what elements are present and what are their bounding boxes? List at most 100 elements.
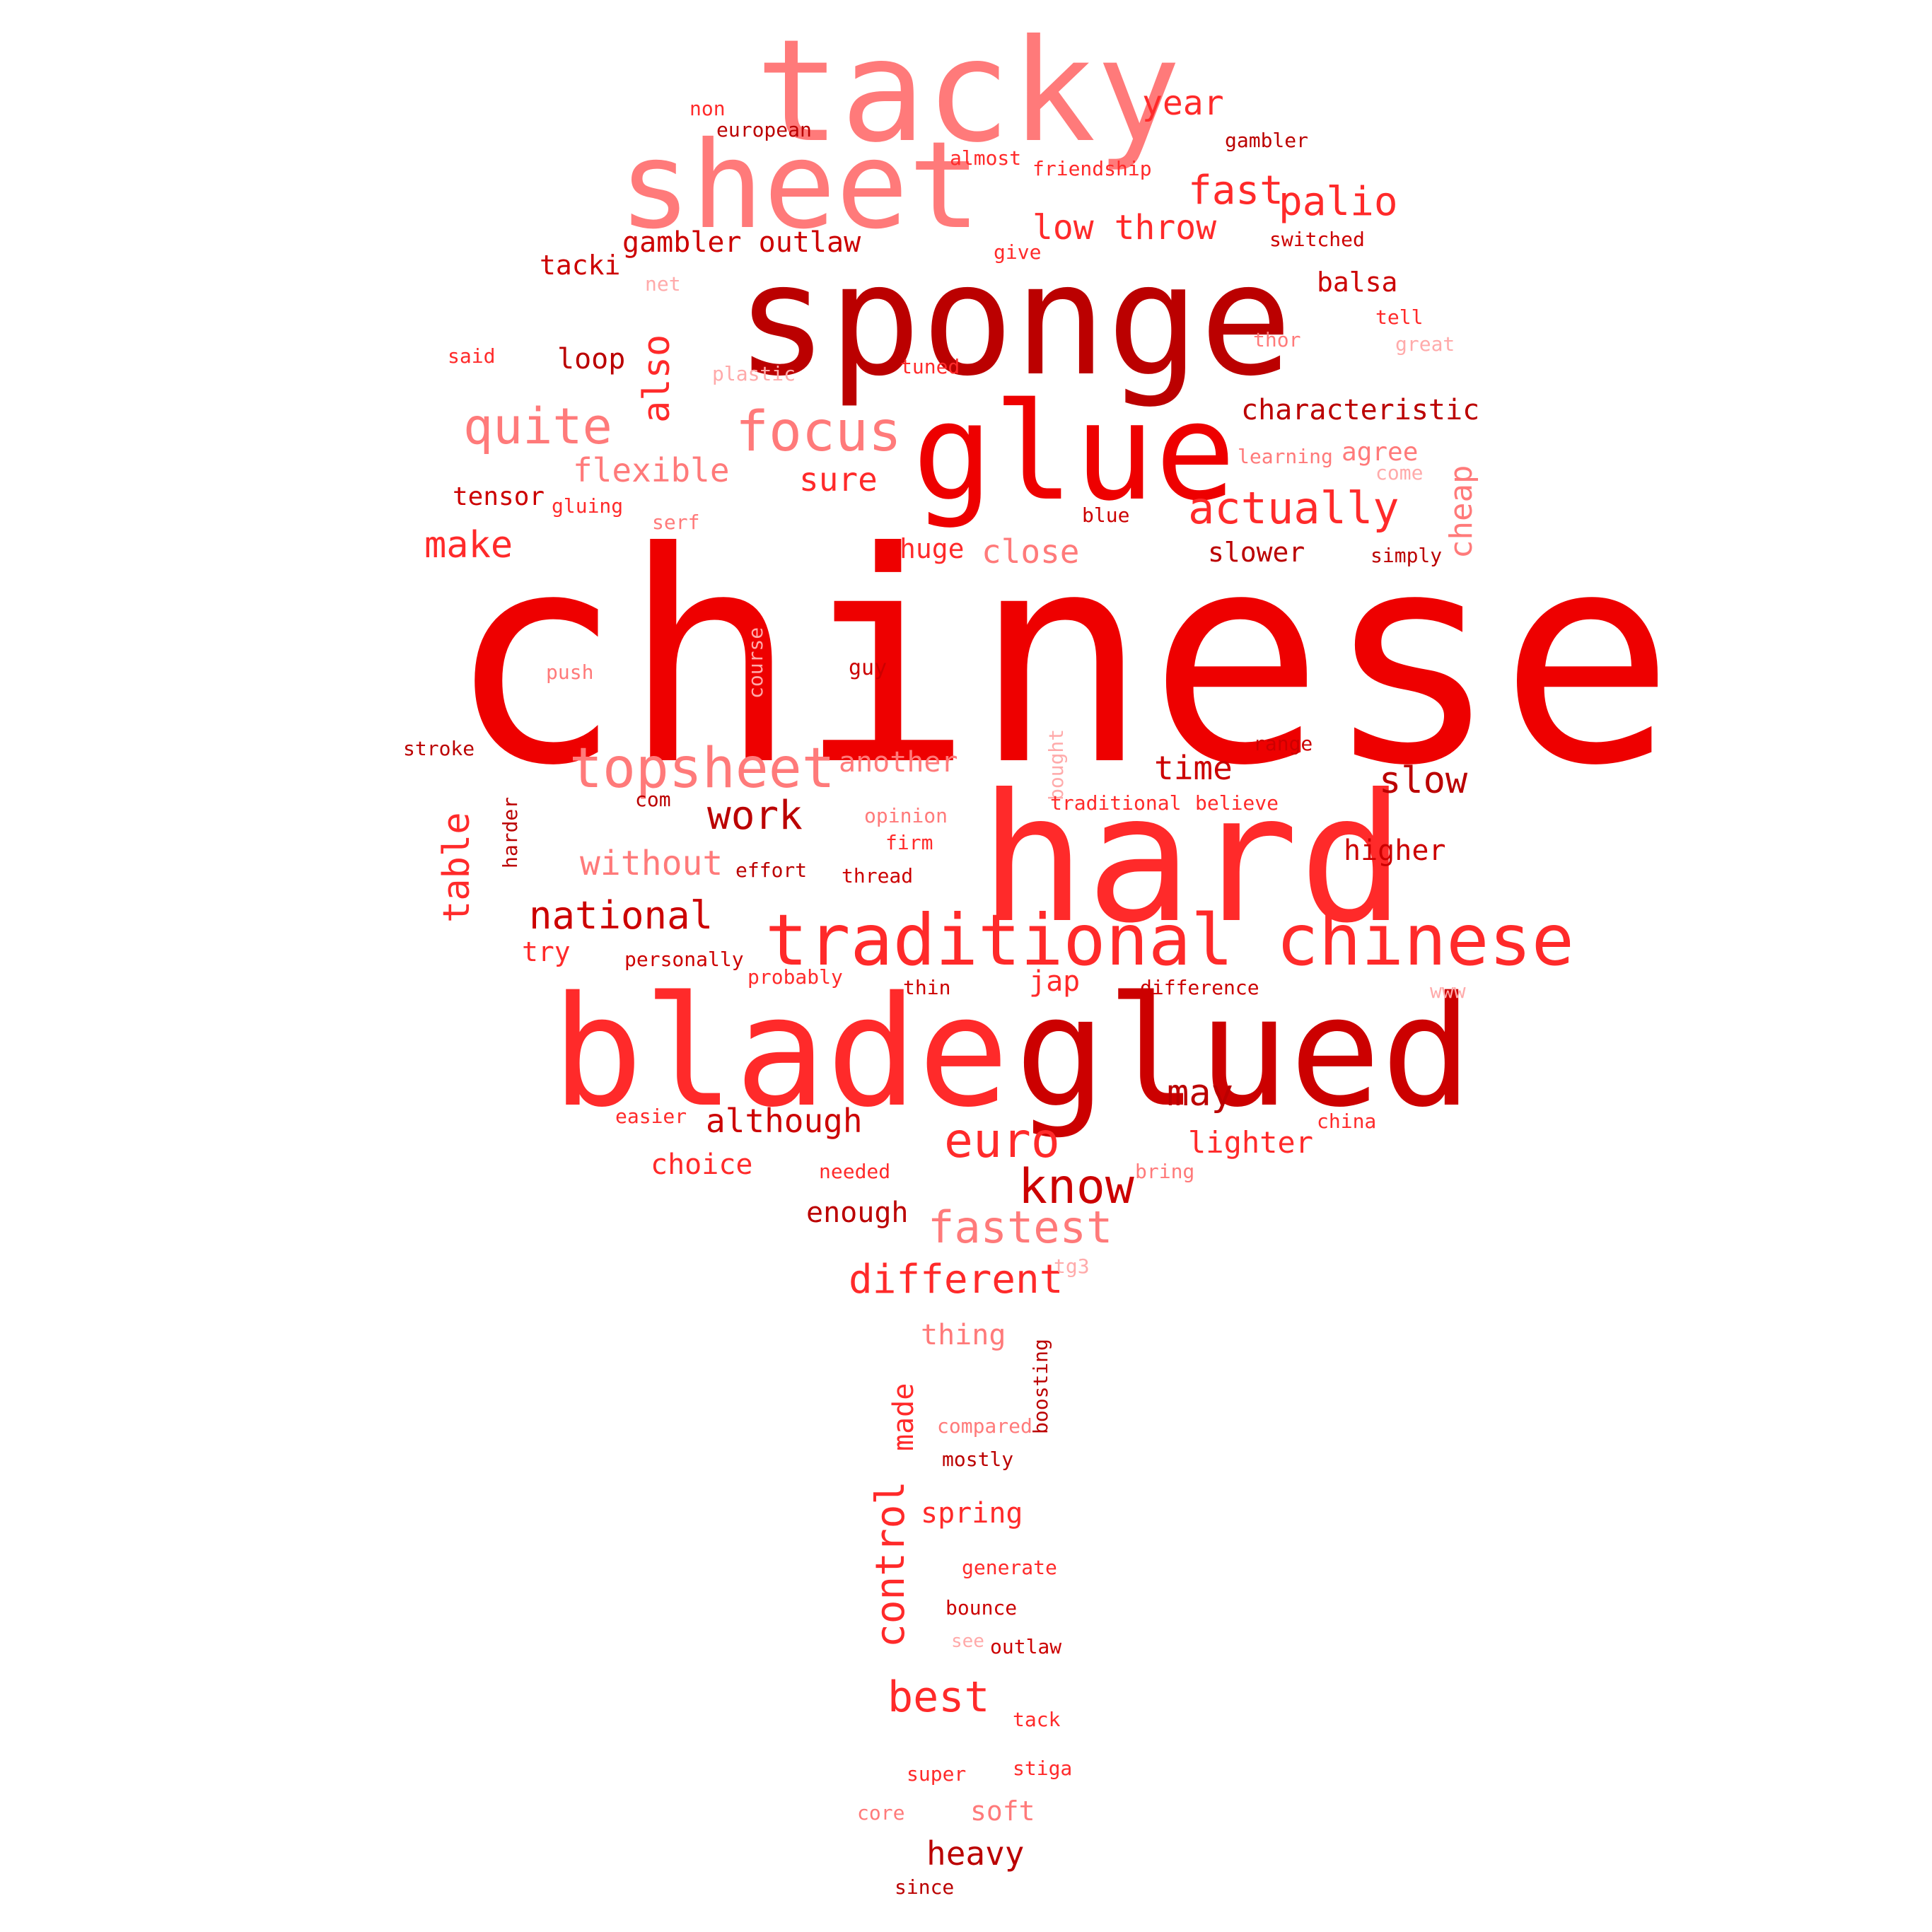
word-thin: thin (903, 976, 951, 999)
word-boosting: boosting (1029, 1339, 1052, 1434)
word-traditional: traditional (1050, 791, 1182, 815)
word-plastic: plastic (712, 362, 796, 385)
word-quite: quite (463, 397, 612, 455)
word-european: european (716, 118, 812, 141)
word-fast: fast (1188, 168, 1284, 214)
word-gambler: gambler (1225, 129, 1309, 152)
word-tuned: tuned (900, 355, 960, 378)
word-work: work (707, 793, 803, 839)
word-fastest: fastest (928, 1201, 1113, 1253)
word-palio: palio (1279, 179, 1398, 225)
word-generate: generate (962, 1556, 1057, 1579)
word-opinion: opinion (864, 804, 948, 827)
word-difference: difference (1140, 976, 1259, 999)
word-tacky: tacky (755, 9, 1182, 174)
word-bought: bought (1044, 728, 1068, 801)
word-huge: huge (900, 533, 965, 564)
word-personally: personally (624, 948, 744, 971)
word-although: although (706, 1102, 863, 1140)
word-low-throw: low throw (1032, 208, 1217, 248)
word-switched: switched (1269, 228, 1365, 251)
word-sure: sure (799, 460, 878, 499)
word-tg3: tg3 (1054, 1255, 1090, 1278)
word-without: without (580, 844, 723, 883)
word-tell: tell (1375, 305, 1424, 329)
word-table: table (436, 812, 478, 923)
word-tacki: tacki (540, 250, 621, 281)
word-push: push (546, 661, 594, 684)
word-glued: glued (1015, 963, 1473, 1141)
word-non: non (689, 97, 726, 120)
word-mostly: mostly (942, 1448, 1014, 1471)
word-learning: learning (1238, 445, 1333, 468)
word-soft: soft (970, 1796, 1035, 1827)
word-chinese: chinese (447, 491, 1675, 830)
word-agree: agree (1342, 438, 1419, 467)
word-gambler-outlaw: gambler outlaw (622, 226, 861, 259)
word-sheet: sheet (619, 116, 981, 256)
word-cheap: cheap (1443, 465, 1479, 559)
word-compared: compared (937, 1414, 1032, 1438)
word-harder: harder (499, 796, 522, 868)
word-www: www (1430, 979, 1466, 1003)
word-tack: tack (1013, 1708, 1061, 1731)
word-time: time (1154, 749, 1233, 787)
word-almost: almost (950, 146, 1022, 170)
word-come: come (1375, 461, 1424, 484)
word-characteristic: characteristic (1241, 394, 1480, 426)
word-thing: thing (921, 1319, 1006, 1351)
word-flexible: flexible (573, 451, 730, 489)
word-sponge: sponge (735, 231, 1293, 410)
word-slow: slow (1379, 760, 1468, 802)
word-firm: firm (885, 831, 933, 854)
word-bring: bring (1135, 1160, 1195, 1183)
word-also: also (636, 334, 678, 423)
word-may: may (1167, 1072, 1233, 1115)
word-best: best (888, 1672, 990, 1722)
word-lighter: lighter (1188, 1125, 1314, 1160)
word-different: different (849, 1257, 1064, 1303)
word-euro: euro (944, 1113, 1060, 1169)
word-stiga: stiga (1013, 1757, 1073, 1780)
word-hard: hard (979, 756, 1406, 962)
word-year: year (1142, 83, 1224, 123)
word-loop: loop (557, 343, 626, 376)
word-friendship: friendship (1032, 157, 1152, 180)
word-probably: probably (747, 965, 843, 989)
word-know: know (1018, 1159, 1134, 1215)
word-thor: thor (1253, 328, 1301, 351)
word-com: com (635, 788, 671, 811)
word-heavy: heavy (926, 1834, 1025, 1873)
word-enough: enough (806, 1197, 909, 1229)
word-another: another (839, 746, 958, 779)
word-stroke: stroke (403, 737, 475, 760)
word-actually: actually (1188, 482, 1399, 534)
word-course: course (744, 627, 767, 699)
word-outlaw: outlaw (990, 1635, 1062, 1658)
word-since: since (895, 1875, 955, 1899)
word-give: give (994, 240, 1042, 264)
word-bounce: bounce (945, 1596, 1018, 1619)
word-great: great (1395, 332, 1455, 356)
word-focus: focus (735, 400, 902, 464)
word-topsheet: topsheet (569, 737, 835, 801)
word-serf: serf (652, 511, 700, 534)
word-tensor: tensor (453, 482, 545, 511)
word-control: control (868, 1480, 914, 1648)
word-close: close (982, 533, 1080, 571)
word-glue: glue (912, 374, 1236, 530)
word-needed: needed (819, 1160, 891, 1183)
word-slower: slower (1208, 537, 1305, 568)
word-try: try (522, 936, 571, 967)
word-guy: guy (849, 656, 888, 680)
word-core: core (857, 1801, 905, 1825)
word-china: china (1317, 1110, 1377, 1133)
word-spring: spring (921, 1497, 1023, 1530)
word-effort: effort (735, 859, 808, 882)
word-super: super (907, 1762, 967, 1786)
word-net: net (645, 272, 681, 296)
word-choice: choice (651, 1148, 753, 1181)
word-thread: thread (842, 864, 914, 888)
word-range: range (1253, 732, 1313, 755)
